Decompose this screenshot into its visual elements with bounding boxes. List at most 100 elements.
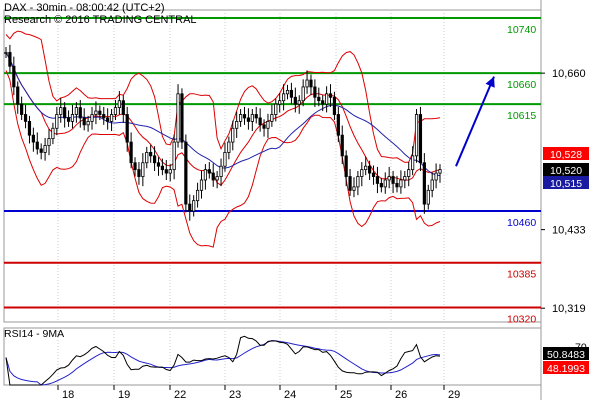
candle-body — [215, 176, 219, 181]
candle-body — [199, 179, 204, 191]
candle-body — [227, 141, 231, 153]
x-tick-label: 22 — [174, 389, 186, 400]
candle-body — [246, 117, 251, 122]
bollinger-mid-line — [5, 52, 441, 186]
price-badge-label: 10,528 — [550, 149, 582, 161]
candle-body — [102, 114, 106, 119]
candle-body — [168, 169, 172, 174]
candle-body — [387, 176, 391, 181]
level-label-10615: 10615 — [507, 110, 536, 122]
bollinger-lower-line — [5, 70, 441, 248]
candle-body — [430, 179, 434, 191]
candle-body — [254, 114, 258, 119]
candle-body — [133, 162, 137, 171]
candle-body — [27, 120, 32, 136]
candle-body — [145, 152, 149, 164]
price-badge-label: 10,520 — [550, 165, 582, 177]
candle-body — [12, 65, 16, 88]
candle-body — [16, 86, 20, 105]
candle-body — [305, 79, 309, 88]
candle-body — [192, 200, 196, 212]
candle-body — [43, 145, 47, 153]
candle-body — [78, 107, 82, 119]
candle-body — [383, 179, 387, 188]
candle-body — [47, 138, 51, 146]
candle-body — [309, 79, 313, 88]
candle-body — [297, 100, 301, 105]
candle-body — [223, 152, 227, 167]
candle-body — [411, 155, 415, 171]
candle-body — [113, 107, 118, 115]
candle-body — [313, 86, 317, 98]
candle-body — [8, 52, 12, 67]
price-badge-label: 10,515 — [550, 178, 582, 190]
candle-body — [395, 183, 399, 188]
candle-body — [74, 107, 78, 115]
candle-body — [325, 93, 329, 105]
candle-body — [125, 114, 129, 143]
x-tick-label: 23 — [229, 389, 241, 400]
rsi-badge-bg — [543, 347, 589, 360]
level-label-10660: 10660 — [507, 79, 536, 91]
candle-body — [63, 107, 67, 119]
candle-body — [285, 89, 290, 95]
candle-body — [86, 120, 90, 126]
price-badge-bg — [543, 163, 589, 176]
candle-body — [328, 93, 333, 98]
rsi-badge-label: 48.1993 — [547, 363, 585, 375]
candle-body — [242, 114, 247, 119]
candle-body — [141, 162, 145, 177]
price-badge-bg — [543, 147, 589, 160]
level-label-10460: 10460 — [507, 217, 536, 229]
candle-body — [35, 141, 39, 150]
candle-body — [31, 134, 35, 143]
projection-arrow-line — [455, 76, 495, 167]
candle-body — [66, 117, 71, 122]
x-tick-label: 18 — [62, 389, 74, 400]
candle-body — [55, 114, 59, 129]
chart-copyright: Research © 2016 TRADING CENTRAL — [4, 14, 197, 26]
candle-body — [262, 124, 266, 129]
candle-body — [399, 179, 403, 188]
candle-body — [356, 176, 360, 188]
candle-body — [352, 186, 356, 191]
rsi-badge-bg — [543, 361, 589, 374]
candle-body — [274, 103, 278, 115]
candle-body — [250, 114, 254, 122]
candle-body — [39, 148, 43, 153]
candle-body — [137, 169, 141, 177]
candle-body — [98, 110, 102, 115]
candle-body — [4, 52, 8, 54]
candle-body — [301, 86, 305, 102]
bollinger-upper-line — [5, 30, 441, 163]
price-tick-label: 10,660 — [552, 68, 586, 80]
candle-body — [129, 141, 133, 164]
x-tick-label: 26 — [395, 389, 407, 400]
candle-body — [321, 100, 325, 105]
candle-body — [282, 93, 286, 102]
candle-body — [317, 96, 321, 102]
price-badge-bg — [543, 176, 589, 189]
candle-body — [407, 169, 411, 177]
price-tick-label: 10,433 — [552, 225, 586, 237]
candle-body — [332, 96, 337, 115]
x-tick-label: 29 — [448, 389, 460, 400]
candle-body — [23, 114, 28, 122]
candle-body — [203, 169, 208, 181]
candle-body — [422, 162, 426, 205]
candle-body — [70, 114, 75, 122]
candle-body — [375, 176, 380, 184]
candle-body — [270, 114, 274, 122]
candle-body — [195, 189, 200, 202]
level-label-10740: 10740 — [507, 24, 536, 36]
candle-body — [90, 114, 94, 122]
candle-body — [51, 127, 55, 140]
chart-title: DAX - 30min - 08:00:42 (UTC+2) — [4, 2, 165, 14]
candle-body — [348, 176, 352, 191]
candle-body — [207, 169, 211, 174]
candle-body — [418, 114, 423, 164]
price-tick-label: 10,319 — [552, 303, 586, 315]
candle-body — [121, 100, 125, 115]
candle-body — [172, 141, 176, 171]
